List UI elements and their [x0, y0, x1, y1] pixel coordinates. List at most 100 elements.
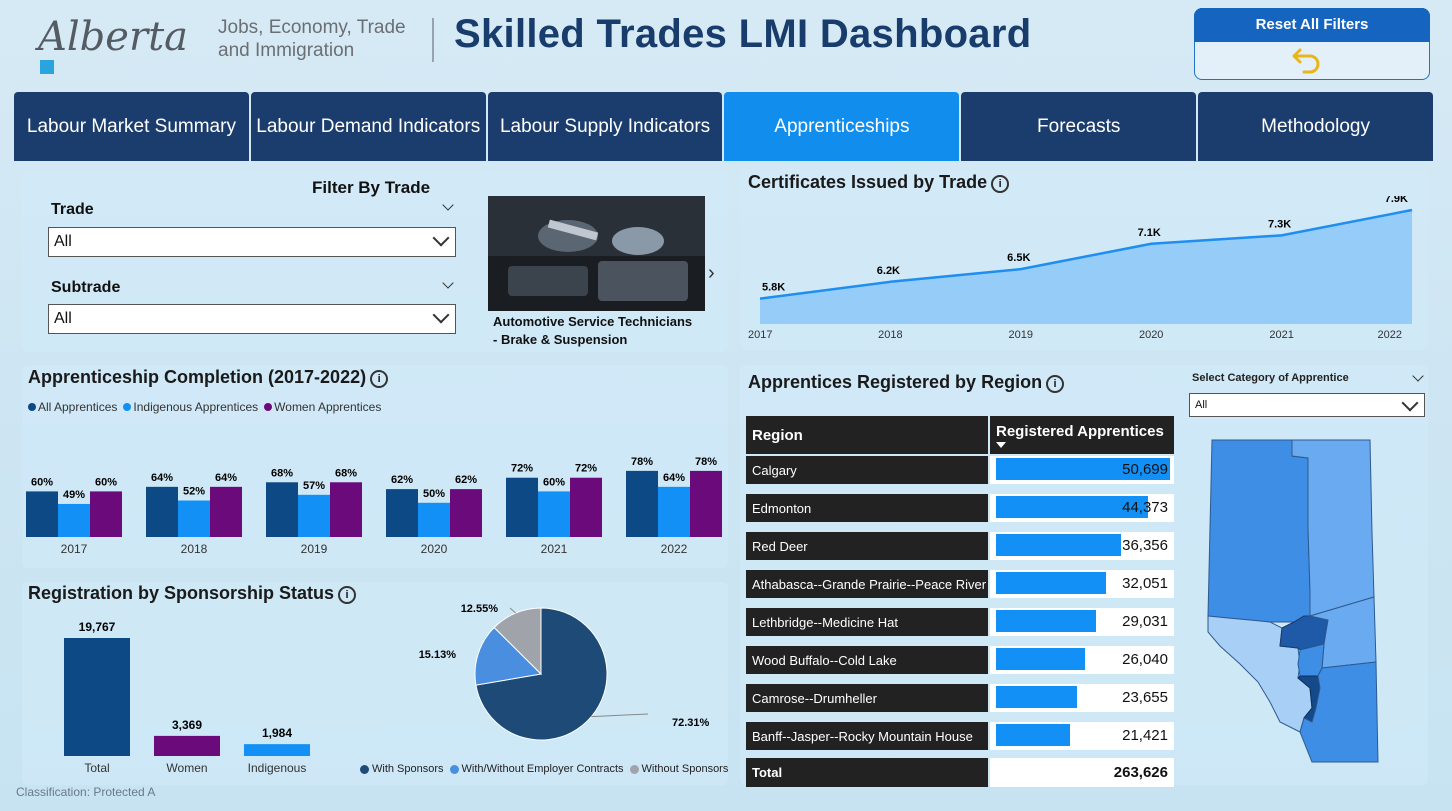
legend-item[interactable]: All Apprentices [28, 400, 117, 414]
region-cell[interactable]: Camrose--Drumheller [746, 684, 988, 712]
col-header-registered[interactable]: Registered Apprentices [990, 416, 1174, 454]
registered-value: 50,699 [1122, 461, 1168, 478]
completion-bar[interactable] [626, 470, 658, 537]
registered-cell[interactable]: 32,051 [990, 570, 1174, 598]
next-image-chevron-icon[interactable]: › [708, 262, 715, 284]
completion-bar[interactable] [538, 491, 570, 537]
header-divider [432, 18, 434, 62]
registered-cell[interactable]: 26,040 [990, 646, 1174, 674]
completion-title: Apprenticeship Completion (2017-2022) i [28, 367, 389, 388]
tab-labour-market-summary[interactable]: Labour Market Summary [14, 92, 249, 161]
completion-bar[interactable] [570, 477, 602, 537]
pie-data-label: 15.13% [419, 649, 457, 661]
legend-item[interactable]: Without Sponsors [629, 763, 729, 775]
legend-label: With Sponsors [372, 763, 444, 775]
category-collapse-chevron-icon[interactable] [1410, 370, 1424, 384]
sponsorship-x-tick: Indigenous [248, 761, 307, 775]
total-cell: 263,626 [990, 758, 1174, 787]
subtrade-collapse-chevron-icon[interactable] [440, 277, 454, 293]
registered-cell[interactable]: 21,421 [990, 722, 1174, 750]
region-cell[interactable]: Banff--Jasper--Rocky Mountain House [746, 722, 988, 750]
completion-bar[interactable] [178, 500, 210, 537]
chevron-down-icon [1401, 394, 1419, 412]
completion-data-label: 49% [63, 489, 85, 501]
tab-forecasts[interactable]: Forecasts [961, 92, 1197, 161]
completion-title-text: Apprenticeship Completion (2017-2022) [28, 367, 367, 387]
completion-bar[interactable] [266, 482, 298, 537]
region-cell[interactable]: Wood Buffalo--Cold Lake [746, 646, 988, 674]
sponsorship-data-label: 3,369 [172, 718, 202, 732]
pie-slice[interactable] [493, 607, 542, 676]
classification-label: Classification: Protected A [16, 785, 156, 799]
map-region-lethbridge[interactable] [1299, 661, 1379, 763]
sponsorship-bar[interactable] [244, 744, 310, 756]
legend-item[interactable]: Women Apprentices [264, 400, 381, 414]
alberta-region-map[interactable] [1200, 432, 1400, 772]
category-dropdown-value: All [1195, 399, 1208, 411]
registered-cell[interactable]: 36,356 [990, 532, 1174, 560]
reset-all-filters-button[interactable]: Reset All Filters [1194, 8, 1430, 42]
completion-bar[interactable] [506, 477, 538, 537]
certificates-x-tick: 2017 [748, 329, 772, 341]
completion-bar[interactable] [330, 482, 362, 537]
certificates-chart: 5.8K 2017 6.2K 2018 6.5K 2019 7.1K 2020 7.3K 2021… [748, 196, 1413, 341]
chevron-down-icon [432, 306, 450, 324]
trade-dropdown[interactable]: All [48, 227, 456, 257]
certificates-x-tick: 2019 [1009, 329, 1033, 341]
completion-bar[interactable] [450, 489, 482, 537]
completion-bar[interactable] [298, 494, 330, 537]
tab-methodology[interactable]: Methodology [1198, 92, 1433, 161]
registered-cell[interactable]: 23,655 [990, 684, 1174, 712]
sponsorship-bar[interactable] [154, 735, 220, 756]
legend-label: Indigenous Apprentices [133, 400, 259, 414]
completion-bar[interactable] [58, 503, 90, 537]
legend-label: Without Sponsors [641, 763, 729, 775]
tab-labour-demand-indicators[interactable]: Labour Demand Indicators [250, 92, 486, 161]
sponsorship-bar[interactable] [64, 638, 130, 756]
completion-bar[interactable] [386, 489, 418, 537]
subtrade-dropdown[interactable]: All [48, 304, 456, 334]
region-cell[interactable]: Lethbridge--Medicine Hat [746, 608, 988, 636]
info-icon[interactable]: i [1046, 375, 1065, 393]
region-cell[interactable]: Athabasca--Grande Prairie--Peace River [746, 570, 988, 598]
pie-slice[interactable] [474, 626, 543, 686]
trade-collapse-chevron-icon[interactable] [440, 199, 454, 215]
region-cell[interactable]: Edmonton [746, 494, 988, 522]
completion-bar[interactable] [26, 491, 58, 537]
info-icon[interactable]: i [338, 586, 357, 604]
region-cell[interactable]: Calgary [746, 456, 988, 484]
completion-bar[interactable] [658, 486, 690, 537]
legend-label: With/Without Employer Contracts [461, 763, 624, 775]
completion-bar[interactable] [90, 491, 122, 537]
registered-value: 23,655 [1122, 689, 1168, 706]
registered-bar [996, 496, 1148, 518]
legend-item[interactable]: With Sponsors [360, 763, 444, 775]
completion-bar[interactable] [690, 470, 722, 537]
registered-cell[interactable]: 44,373 [990, 494, 1174, 522]
completion-bar[interactable] [418, 502, 450, 537]
tab-apprenticeships[interactable]: Apprenticeships [724, 92, 960, 161]
map-region-wood-buffalo[interactable] [1291, 439, 1375, 617]
info-icon[interactable]: i [370, 370, 389, 388]
tab-labour-supply-indicators[interactable]: Labour Supply Indicators [487, 92, 723, 161]
map-region-athabasca[interactable] [1207, 439, 1311, 623]
completion-data-label: 64% [663, 472, 685, 484]
col-header-region[interactable]: Region [746, 416, 988, 454]
sort-desc-icon[interactable] [996, 442, 1006, 448]
region-cell[interactable]: Red Deer [746, 532, 988, 560]
registered-cell[interactable]: 29,031 [990, 608, 1174, 636]
undo-icon[interactable] [1290, 44, 1324, 76]
completion-data-label: 50% [423, 488, 445, 500]
legend-item[interactable]: Indigenous Apprentices [123, 400, 258, 414]
subtrade-label: Subtrade [51, 279, 121, 296]
completion-bar[interactable] [210, 486, 242, 537]
legend-item[interactable]: With/Without Employer Contracts [449, 763, 624, 775]
category-dropdown[interactable]: All [1189, 393, 1425, 417]
completion-bar[interactable] [146, 486, 178, 537]
info-icon[interactable]: i [991, 175, 1010, 193]
registered-cell[interactable]: 50,699 [990, 456, 1174, 484]
sponsorship-title-text: Registration by Sponsorship Status [28, 583, 335, 603]
region-table: Region Registered Apprentices Calgary 50,… [746, 416, 1176, 787]
certificates-data-label: 7.3K [1268, 218, 1291, 230]
registered-bar [996, 686, 1077, 708]
